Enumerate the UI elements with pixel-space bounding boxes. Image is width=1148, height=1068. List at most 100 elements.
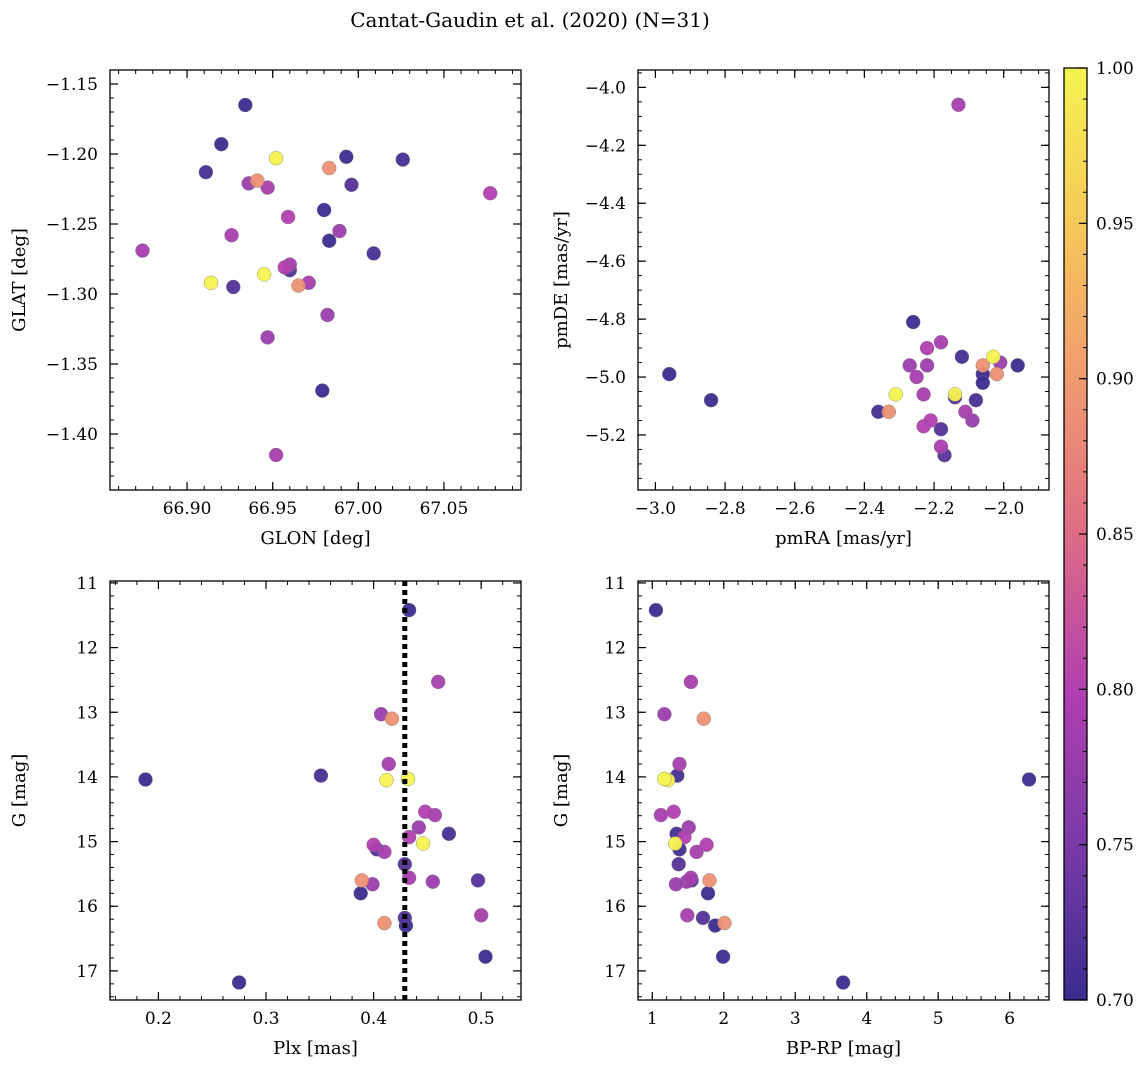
y-tick-label: 12: [76, 639, 98, 659]
star-point: [975, 375, 990, 390]
y-tick-label: −1.35: [46, 355, 98, 375]
star-point: [431, 674, 446, 690]
star-point: [260, 180, 275, 195]
y-tick-label: −1.30: [46, 285, 98, 305]
x-axis-label: GLON [deg]: [260, 528, 370, 549]
star-point: [989, 366, 1004, 382]
y-axis-label: pmDE [mas/yr]: [551, 211, 572, 349]
star-point: [958, 404, 973, 419]
star-point: [322, 160, 337, 176]
star-point: [316, 202, 332, 218]
star-point: [919, 358, 935, 373]
star-point: [198, 164, 214, 180]
y-axis-label: G [mag]: [551, 754, 572, 827]
star-point: [699, 837, 714, 852]
star-point: [700, 886, 716, 901]
star-point: [366, 837, 381, 852]
x-tick-label: −2.8: [704, 499, 745, 519]
star-point: [418, 804, 433, 819]
x-tick-label: 0.4: [360, 1009, 387, 1029]
star-point: [441, 826, 457, 841]
x-tick-label: 6: [1004, 1009, 1015, 1029]
star-point: [415, 836, 431, 851]
y-tick-label: −1.15: [46, 75, 98, 95]
star-point: [268, 150, 284, 166]
star-point: [138, 772, 153, 787]
star-point: [695, 910, 711, 926]
x-tick-label: 1: [647, 1009, 658, 1029]
y-tick-label: −1.20: [46, 145, 98, 165]
star-point: [666, 804, 681, 819]
star-point: [835, 975, 851, 990]
plot-area: [110, 70, 521, 490]
star-point: [135, 243, 150, 258]
y-tick-label: −4.2: [585, 136, 626, 156]
x-axis-label: pmRA [mas/yr]: [775, 528, 912, 549]
star-point: [668, 836, 683, 851]
star-point: [986, 349, 1001, 364]
y-axis-label: G [mag]: [9, 754, 30, 827]
y-tick-label: −4.8: [585, 310, 626, 330]
panel-pmra-pmde: −3.0 −2.8 −2.6 −2.4 −2.2 −2.0 −5.2 −5.0 −4.8 −4.6…: [551, 69, 1050, 549]
y-tick-label: 16: [76, 897, 98, 917]
star-point: [381, 756, 396, 772]
star-point: [320, 307, 335, 323]
star-point: [1010, 358, 1025, 373]
x-tick-label: 66.95: [248, 499, 297, 519]
y-tick-label: 14: [604, 768, 626, 788]
star-point: [277, 260, 292, 275]
star-point: [231, 975, 247, 990]
x-tick-label: −3.0: [635, 499, 676, 519]
colorbar-tick-label: 0.95: [1096, 214, 1134, 234]
star-point: [1021, 772, 1037, 787]
star-point: [313, 768, 329, 783]
axes-frame: [109, 580, 522, 1001]
star-point: [933, 422, 949, 437]
figure-title: Cantat-Gaudin et al. (2020) (N=31): [350, 8, 710, 32]
star-point: [906, 314, 921, 330]
axes-frame: [637, 69, 1050, 491]
y-tick-label: −4.0: [585, 78, 626, 98]
star-point: [909, 369, 924, 385]
star-point: [672, 756, 687, 772]
star-point: [933, 335, 949, 350]
plot-area: [638, 581, 1049, 1000]
star-point: [226, 279, 241, 295]
star-point: [657, 707, 672, 722]
y-tick-label: 13: [604, 703, 626, 723]
star-point: [715, 949, 731, 964]
star-point: [377, 844, 392, 860]
y-tick-label: 11: [604, 574, 626, 594]
star-point: [662, 366, 677, 382]
star-point: [653, 807, 669, 823]
star-point: [395, 152, 410, 167]
star-point: [425, 874, 440, 889]
x-tick-label: 2: [718, 1009, 729, 1029]
y-tick-label: 13: [76, 703, 98, 723]
star-point: [353, 886, 368, 901]
y-tick-label: −1.25: [46, 215, 98, 235]
x-tick-label: 66.90: [163, 499, 212, 519]
colorbar-tick-label: 0.80: [1096, 680, 1134, 700]
x-tick-label: −2.2: [913, 499, 954, 519]
x-tick-label: 0.2: [145, 1009, 172, 1029]
star-point: [483, 185, 498, 201]
star-point: [657, 771, 672, 787]
star-point: [315, 383, 330, 398]
star-point: [478, 949, 493, 964]
star-point: [671, 857, 686, 872]
star-point: [401, 602, 417, 618]
star-point: [717, 915, 732, 931]
plot-area: [110, 581, 521, 1000]
colorbar-tick-label: 0.90: [1096, 370, 1134, 390]
star-point: [947, 387, 963, 402]
y-tick-label: 15: [604, 833, 626, 853]
y-tick-label: −5.2: [585, 426, 626, 446]
star-point: [888, 387, 903, 402]
star-point: [951, 97, 966, 113]
x-tick-label: 67.00: [334, 499, 383, 519]
axes-frame: [109, 69, 522, 491]
panel-glon-glat: 66.90 66.95 67.00 67.05 −1.40 −1.35 −1.30 −1.25…: [9, 69, 522, 549]
